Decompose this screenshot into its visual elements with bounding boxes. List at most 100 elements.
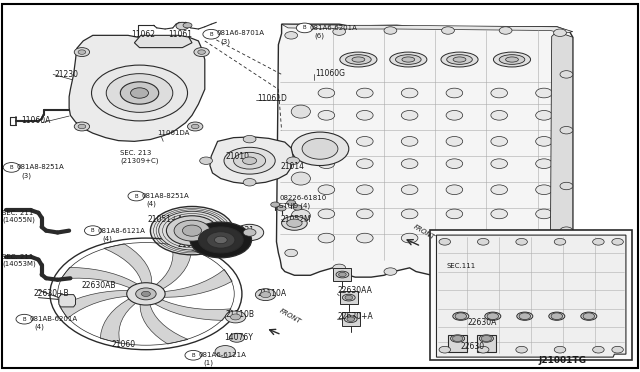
Circle shape — [583, 313, 595, 320]
Circle shape — [446, 88, 463, 98]
Circle shape — [74, 48, 90, 57]
Bar — [448, 335, 467, 352]
Ellipse shape — [485, 312, 501, 320]
Circle shape — [271, 202, 280, 207]
Polygon shape — [59, 295, 76, 307]
Text: 22630AA: 22630AA — [337, 286, 372, 295]
Circle shape — [554, 346, 566, 353]
Circle shape — [536, 185, 552, 195]
Circle shape — [554, 29, 566, 36]
Ellipse shape — [342, 294, 355, 301]
Ellipse shape — [224, 147, 275, 174]
Circle shape — [401, 110, 418, 120]
Text: FRONT: FRONT — [413, 224, 436, 241]
Circle shape — [491, 185, 508, 195]
Text: (4): (4) — [146, 201, 156, 207]
Circle shape — [384, 268, 397, 275]
Ellipse shape — [291, 105, 310, 118]
Ellipse shape — [402, 57, 415, 62]
Circle shape — [296, 23, 313, 33]
Circle shape — [536, 159, 552, 169]
Text: FRONT: FRONT — [278, 308, 302, 325]
Circle shape — [347, 317, 355, 321]
Circle shape — [333, 264, 346, 272]
Circle shape — [260, 292, 271, 298]
Text: (21309+C): (21309+C) — [120, 157, 159, 164]
Circle shape — [198, 50, 205, 54]
Circle shape — [446, 137, 463, 146]
Circle shape — [127, 283, 165, 305]
Circle shape — [176, 22, 189, 30]
Text: B: B — [10, 165, 13, 170]
Ellipse shape — [517, 312, 532, 320]
Polygon shape — [158, 269, 232, 297]
Ellipse shape — [396, 55, 421, 64]
Circle shape — [536, 137, 552, 146]
Polygon shape — [550, 32, 573, 253]
Polygon shape — [61, 267, 141, 290]
Polygon shape — [140, 301, 188, 344]
Circle shape — [439, 346, 451, 353]
Circle shape — [243, 179, 256, 186]
Circle shape — [136, 288, 156, 300]
Text: 22630AB: 22630AB — [82, 281, 116, 290]
Circle shape — [612, 346, 623, 353]
Circle shape — [612, 238, 623, 245]
Circle shape — [318, 110, 335, 120]
Text: 21110A: 21110A — [257, 289, 287, 298]
Text: 22630: 22630 — [461, 342, 485, 351]
Polygon shape — [436, 235, 626, 357]
Circle shape — [446, 209, 463, 219]
Circle shape — [3, 163, 20, 172]
Ellipse shape — [340, 52, 377, 67]
Text: SEC. 211: SEC. 211 — [2, 210, 33, 216]
Circle shape — [230, 314, 241, 320]
Text: 21230: 21230 — [54, 70, 79, 79]
Ellipse shape — [287, 219, 302, 227]
Bar — [342, 312, 360, 326]
Text: 081AB-6201A: 081AB-6201A — [29, 316, 77, 322]
Circle shape — [285, 32, 298, 39]
Ellipse shape — [499, 55, 525, 64]
Polygon shape — [60, 291, 134, 318]
Circle shape — [287, 200, 296, 205]
Polygon shape — [69, 35, 205, 141]
Text: 11061DA: 11061DA — [157, 130, 189, 136]
Circle shape — [277, 206, 286, 211]
Circle shape — [401, 233, 418, 243]
Circle shape — [491, 209, 508, 219]
Text: (14053M): (14053M) — [2, 261, 36, 267]
Circle shape — [455, 313, 467, 320]
Circle shape — [318, 88, 335, 98]
Circle shape — [356, 110, 373, 120]
Circle shape — [446, 159, 463, 169]
Text: 22630A: 22630A — [467, 318, 497, 327]
Circle shape — [74, 122, 90, 131]
Text: B: B — [134, 193, 138, 199]
Text: 21014: 21014 — [280, 162, 305, 171]
Ellipse shape — [493, 52, 531, 67]
Circle shape — [446, 233, 463, 243]
Circle shape — [174, 220, 210, 241]
Circle shape — [536, 88, 552, 98]
Text: 21051+A: 21051+A — [147, 215, 183, 224]
Circle shape — [185, 350, 202, 360]
Ellipse shape — [451, 335, 465, 342]
Ellipse shape — [548, 312, 564, 320]
Text: 22630+B: 22630+B — [33, 289, 69, 298]
Bar — [333, 268, 351, 281]
Circle shape — [481, 336, 492, 341]
Text: 21052M: 21052M — [280, 215, 311, 224]
Circle shape — [318, 209, 335, 219]
Bar — [340, 291, 358, 304]
Polygon shape — [210, 137, 293, 184]
Circle shape — [519, 313, 531, 320]
Circle shape — [593, 238, 604, 245]
Polygon shape — [151, 298, 231, 320]
Text: 11061: 11061 — [168, 30, 192, 39]
Circle shape — [560, 227, 573, 234]
Circle shape — [560, 126, 573, 134]
Text: B: B — [209, 32, 213, 37]
Circle shape — [339, 272, 346, 277]
Circle shape — [318, 233, 335, 243]
